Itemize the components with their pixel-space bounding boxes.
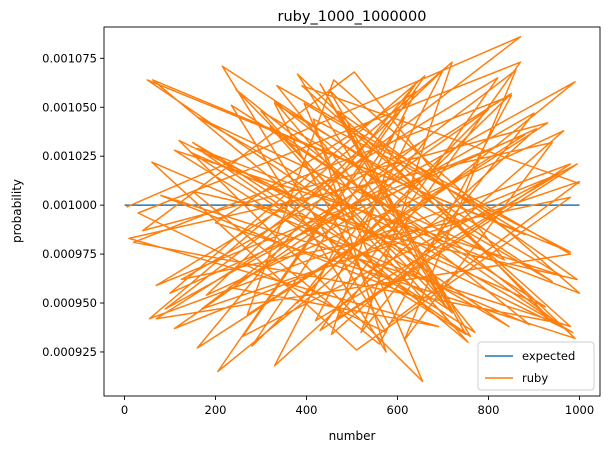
y-tick-label: 0.001000 — [42, 198, 97, 212]
legend: expected ruby — [477, 341, 595, 391]
y-tick-label: 0.001075 — [42, 51, 97, 65]
y-tick-label: 0.000950 — [42, 296, 97, 310]
x-tick-label: 1000 — [565, 403, 594, 417]
x-axis: 0 200 400 600 800 1000 — [121, 396, 594, 417]
x-tick-label: 400 — [296, 403, 318, 417]
axes-frame — [103, 26, 601, 397]
legend-label-expected: expected — [522, 349, 575, 363]
y-axis: 0.000925 0.000950 0.000975 0.001000 0.001025… — [42, 51, 104, 359]
x-tick-label: 0 — [121, 403, 128, 417]
legend-label-ruby: ruby — [522, 371, 548, 385]
chart-title: ruby_1000_1000000 — [278, 9, 427, 25]
y-tick-label: 0.001050 — [42, 100, 97, 114]
y-tick-label: 0.001025 — [42, 149, 97, 163]
y-axis-label: probability — [10, 179, 24, 243]
y-tick-label: 0.000925 — [42, 345, 97, 359]
x-tick-label: 600 — [387, 403, 409, 417]
x-tick-label: 200 — [205, 403, 227, 417]
x-axis-label: number — [329, 429, 376, 443]
y-tick-label: 0.000975 — [42, 247, 97, 261]
plot-area — [124, 36, 581, 383]
x-tick-label: 800 — [478, 403, 500, 417]
series-line-ruby — [126, 36, 581, 383]
